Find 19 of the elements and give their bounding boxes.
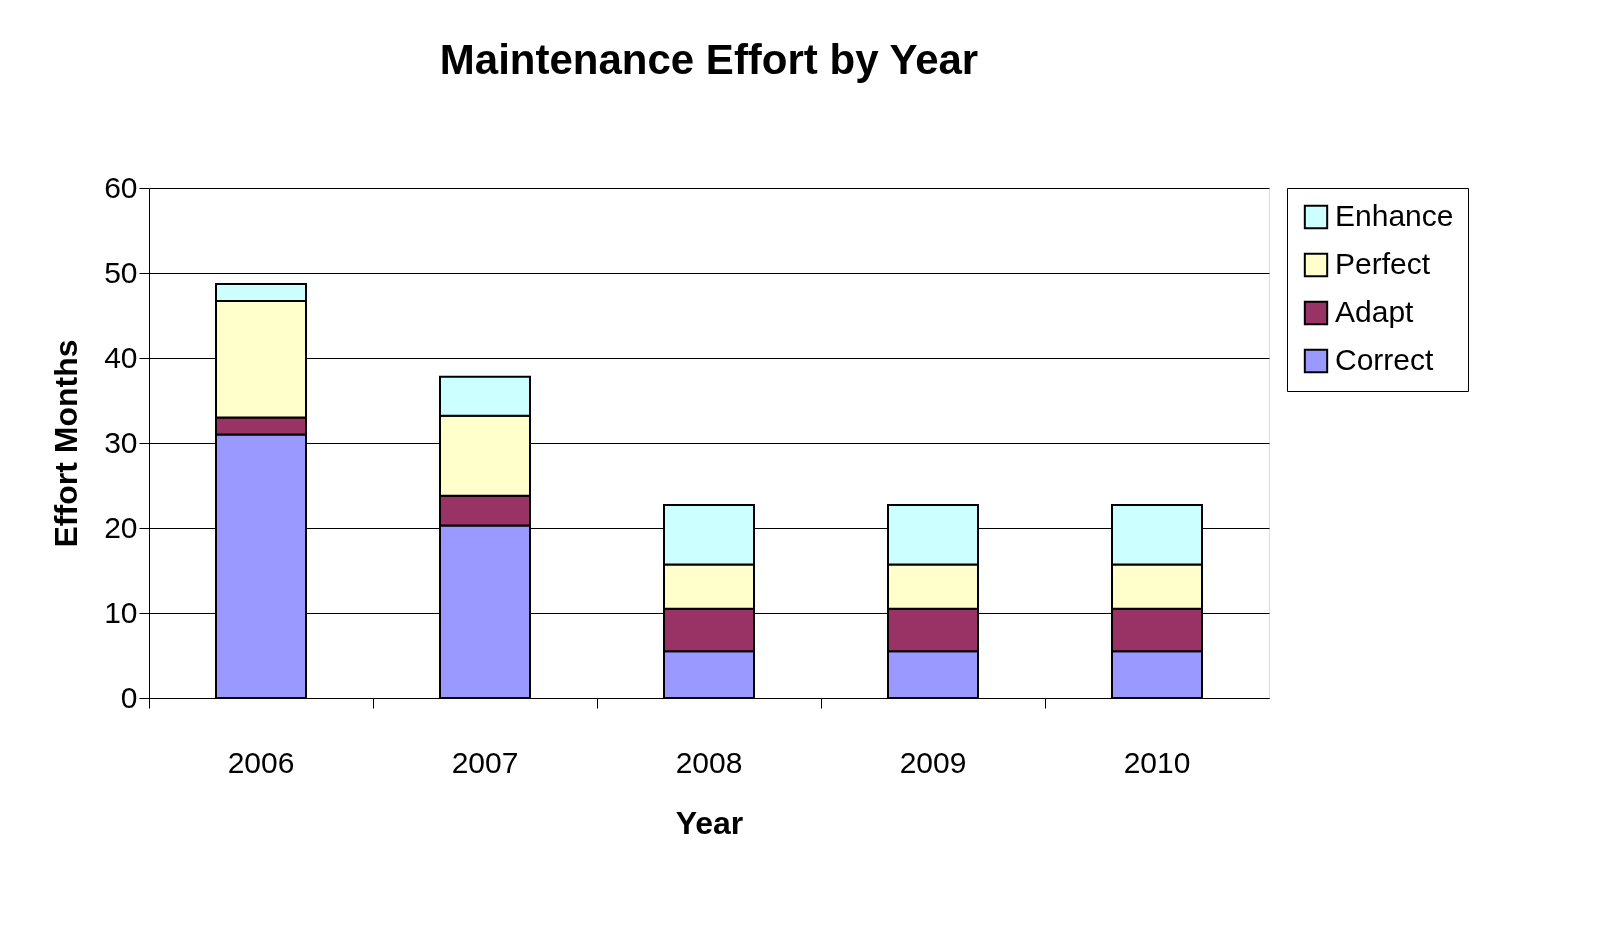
legend-label: Correct bbox=[1335, 343, 1435, 376]
y-tick-label: 10 bbox=[104, 595, 138, 629]
x-tick-label: 2009 bbox=[899, 745, 967, 779]
legend-label: Perfect bbox=[1335, 247, 1431, 280]
y-tick-label: 0 bbox=[120, 680, 138, 714]
y-tick-label: 20 bbox=[104, 510, 138, 544]
chart-title: Maintenance Effort by Year bbox=[439, 36, 979, 83]
x-tick-label: 2007 bbox=[451, 745, 519, 779]
y-axis-title: Effort Months bbox=[48, 339, 85, 548]
x-tick-label: 2008 bbox=[675, 745, 743, 779]
y-tick-label: 30 bbox=[104, 425, 138, 459]
y-tick-label: 60 bbox=[104, 170, 138, 204]
legend-label: Enhance bbox=[1335, 199, 1454, 232]
x-tick-label: 2010 bbox=[1123, 745, 1191, 779]
y-tick-label: 50 bbox=[104, 255, 138, 289]
x-axis-title: Year bbox=[675, 804, 744, 841]
legend-label: Adapt bbox=[1335, 295, 1415, 328]
y-tick-label: 40 bbox=[104, 340, 138, 374]
x-tick-label: 2006 bbox=[227, 745, 295, 779]
